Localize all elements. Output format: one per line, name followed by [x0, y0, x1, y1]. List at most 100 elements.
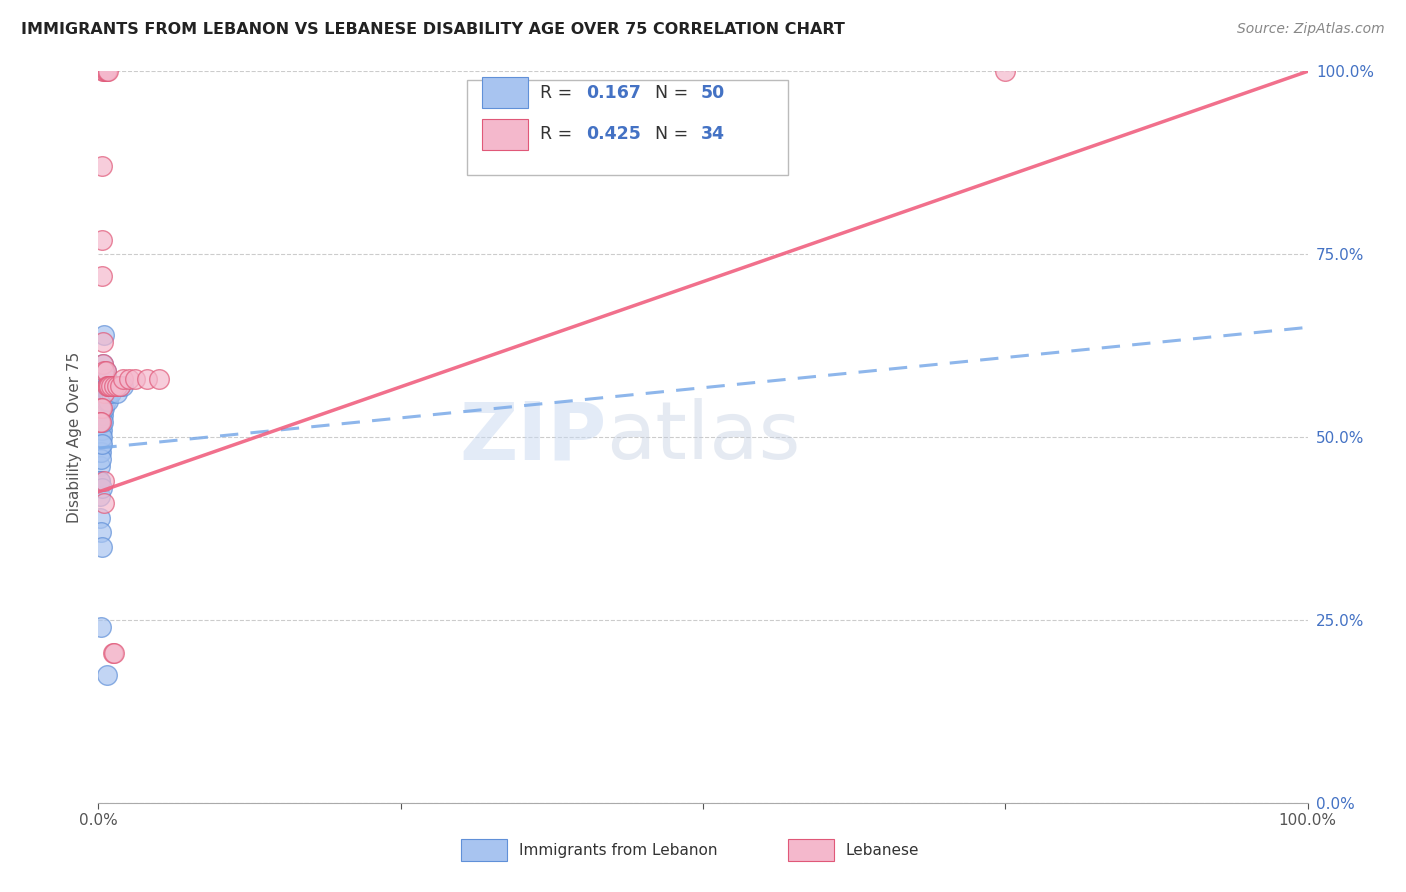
Text: IMMIGRANTS FROM LEBANON VS LEBANESE DISABILITY AGE OVER 75 CORRELATION CHART: IMMIGRANTS FROM LEBANON VS LEBANESE DISA…	[21, 22, 845, 37]
Point	[93, 474, 115, 488]
Point	[94, 379, 117, 393]
Point	[91, 416, 114, 430]
Point	[91, 386, 114, 401]
Point	[103, 646, 125, 660]
Point	[93, 386, 115, 401]
Point	[90, 408, 112, 422]
Point	[105, 386, 128, 401]
Point	[111, 371, 134, 385]
Point	[93, 64, 115, 78]
Point	[90, 620, 112, 634]
Point	[100, 379, 122, 393]
Point	[97, 386, 120, 401]
Point	[91, 540, 114, 554]
Text: Immigrants from Lebanon: Immigrants from Lebanon	[519, 843, 717, 858]
Text: Source: ZipAtlas.com: Source: ZipAtlas.com	[1237, 22, 1385, 37]
Point	[91, 481, 114, 495]
Point	[96, 371, 118, 385]
Point	[89, 474, 111, 488]
Point	[101, 379, 124, 393]
Point	[90, 430, 112, 444]
Text: 50: 50	[700, 84, 725, 102]
Point	[111, 379, 134, 393]
Point	[91, 357, 114, 371]
Point	[94, 364, 117, 378]
Point	[94, 364, 117, 378]
Point	[89, 459, 111, 474]
Point	[89, 416, 111, 430]
Text: R =: R =	[540, 125, 578, 144]
Bar	[482, 78, 527, 108]
Bar	[461, 839, 508, 862]
Point	[91, 334, 114, 349]
Point	[108, 379, 131, 393]
Point	[97, 379, 120, 393]
Point	[124, 371, 146, 385]
Point	[91, 269, 114, 284]
Point	[93, 393, 115, 408]
Point	[91, 233, 114, 247]
Point	[105, 379, 128, 393]
Point	[98, 379, 121, 393]
Point	[93, 386, 115, 401]
Point	[96, 379, 118, 393]
Point	[90, 416, 112, 430]
Point	[90, 416, 112, 430]
Point	[93, 401, 115, 415]
Bar	[787, 839, 834, 862]
Point	[101, 646, 124, 660]
Point	[93, 496, 115, 510]
Point	[90, 444, 112, 458]
Point	[94, 64, 117, 78]
Text: 0.167: 0.167	[586, 84, 641, 102]
Point	[118, 371, 141, 385]
Text: Lebanese: Lebanese	[845, 843, 920, 858]
Point	[97, 64, 120, 78]
Point	[91, 160, 114, 174]
Point	[994, 64, 1017, 78]
Point	[91, 423, 114, 437]
Point	[91, 401, 114, 415]
Text: 0.425: 0.425	[586, 125, 641, 144]
Point	[93, 364, 115, 378]
Point	[100, 386, 122, 401]
Point	[96, 379, 118, 393]
Point	[91, 437, 114, 451]
Text: ZIP: ZIP	[458, 398, 606, 476]
Point	[93, 327, 115, 342]
Point	[91, 401, 114, 415]
Point	[90, 452, 112, 467]
Y-axis label: Disability Age Over 75: Disability Age Over 75	[67, 351, 83, 523]
Point	[148, 371, 170, 385]
Point	[91, 430, 114, 444]
Point	[89, 474, 111, 488]
Point	[96, 667, 118, 681]
Point	[90, 393, 112, 408]
Point	[100, 379, 122, 393]
Bar	[482, 119, 527, 150]
Point	[90, 437, 112, 451]
Point	[96, 64, 118, 78]
Point	[98, 386, 121, 401]
Text: 34: 34	[700, 125, 724, 144]
Point	[91, 408, 114, 422]
Text: atlas: atlas	[606, 398, 800, 476]
Point	[89, 489, 111, 503]
Point	[91, 393, 114, 408]
Point	[108, 379, 131, 393]
Point	[89, 444, 111, 458]
Point	[91, 64, 114, 78]
Point	[90, 401, 112, 415]
Point	[89, 510, 111, 524]
Point	[97, 393, 120, 408]
Point	[94, 393, 117, 408]
Point	[91, 416, 114, 430]
Point	[90, 525, 112, 540]
Point	[103, 379, 125, 393]
Text: R =: R =	[540, 84, 578, 102]
Text: N =: N =	[655, 125, 693, 144]
FancyBboxPatch shape	[467, 80, 787, 175]
Point	[135, 371, 157, 385]
Point	[91, 408, 114, 422]
Point	[91, 357, 114, 371]
